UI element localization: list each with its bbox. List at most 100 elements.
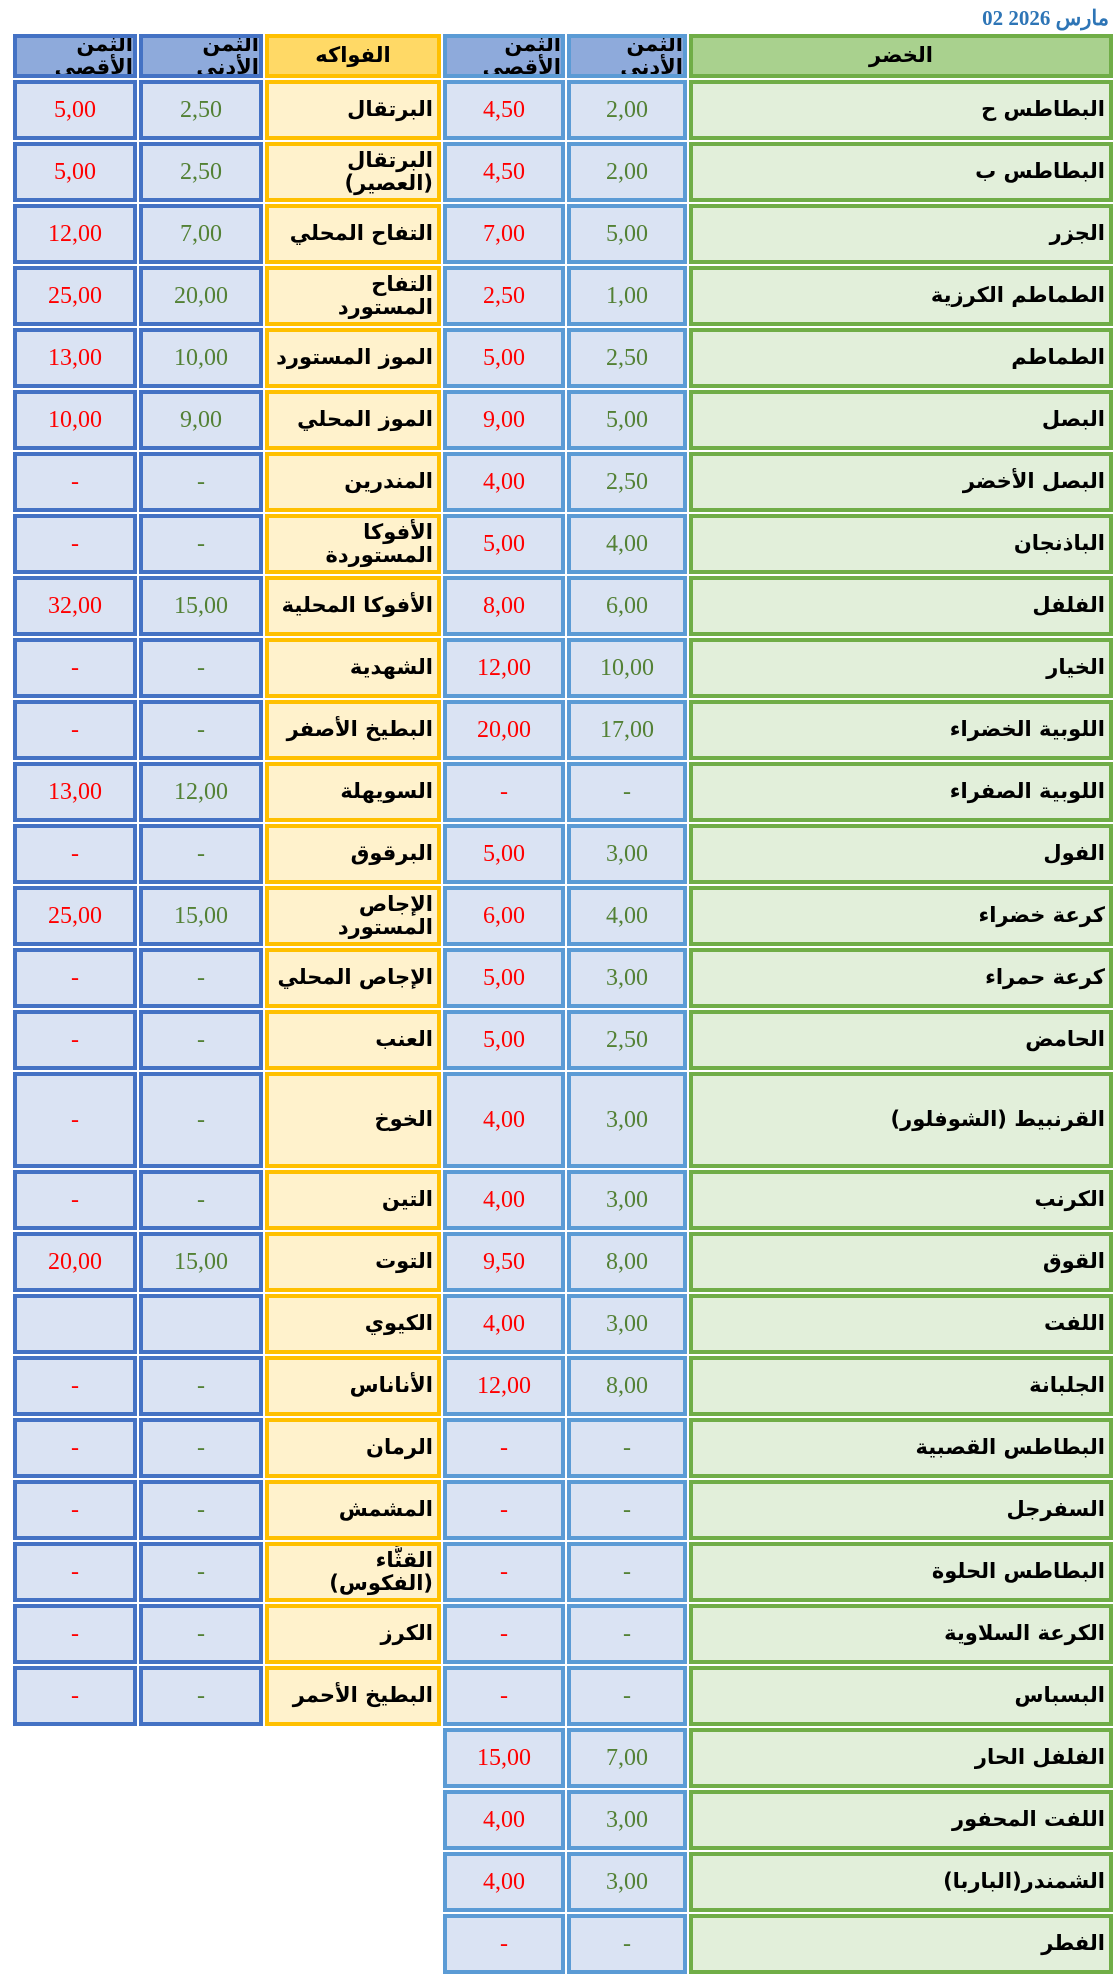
fruit-min-price-cell: -: [139, 824, 263, 884]
empty-cell: [13, 1914, 137, 1974]
veg-name-cell: الجزر: [689, 204, 1113, 264]
veg-min-price-cell: 8,00: [567, 1356, 687, 1416]
fruit-name-cell: الكرز: [265, 1604, 441, 1664]
veg-max-price-cell: 9,00: [443, 390, 565, 450]
veg-min-price-cell: 3,00: [567, 1852, 687, 1912]
fruit-min-price-cell: -: [139, 1010, 263, 1070]
fruit-min-price-cell: -: [139, 514, 263, 574]
veg-max-price-cell: -: [443, 1666, 565, 1726]
veg-name-cell: الباذنجان: [689, 514, 1113, 574]
veg-name-cell: الطماطم: [689, 328, 1113, 388]
empty-cell: [139, 1852, 263, 1912]
veg-name-cell: البصل الأخضر: [689, 452, 1113, 512]
fruit-max-price-cell: 13,00: [13, 328, 137, 388]
fruit-name-cell: الأفوكا المستوردة: [265, 514, 441, 574]
fruit-max-price-cell: 25,00: [13, 886, 137, 946]
produce-price-table: الخضر الثمن الأدنى الثمن الأقصى الفواكه …: [5, 34, 1113, 1974]
veg-name-cell: البسباس: [689, 1666, 1113, 1726]
veg-max-price-cell: 5,00: [443, 514, 565, 574]
fruit-max-price-cell: -: [13, 1604, 137, 1664]
fruit-min-price-cell: -: [139, 1604, 263, 1664]
veg-max-price-cell: 2,50: [443, 266, 565, 326]
veg-max-price-cell: 20,00: [443, 700, 565, 760]
fruit-max-price-cell: [13, 1294, 137, 1354]
empty-cell: [265, 1852, 441, 1912]
veg-max-price-cell: 4,00: [443, 452, 565, 512]
empty-cell: [265, 1728, 441, 1788]
veg-name-cell: اللوبية الخضراء: [689, 700, 1113, 760]
empty-cell: [13, 1852, 137, 1912]
veg-name-cell: السفرجل: [689, 1480, 1113, 1540]
veg-min-price-cell: 17,00: [567, 700, 687, 760]
fruit-max-price-cell: -: [13, 1418, 137, 1478]
veg-max-price-cell: -: [443, 762, 565, 822]
fruit-min-price-cell: -: [139, 1666, 263, 1726]
fruit-min-price-cell: -: [139, 452, 263, 512]
fruits-column-header: الفواكه: [265, 34, 441, 78]
fruit-max-price-cell: 10,00: [13, 390, 137, 450]
veg-max-price-cell: 8,00: [443, 576, 565, 636]
veg-name-cell: الكرعة السلاوية: [689, 1604, 1113, 1664]
fruit-min-price-cell: 2,50: [139, 142, 263, 202]
empty-cell: [139, 1914, 263, 1974]
veg-min-price-cell: 4,00: [567, 514, 687, 574]
fruit-name-cell: البرتقال: [265, 80, 441, 140]
empty-cell: [13, 1790, 137, 1850]
fruit-min-price-cell: [139, 1294, 263, 1354]
fruit-min-price-cell: -: [139, 1356, 263, 1416]
fruit-name-cell: البطيخ الأحمر: [265, 1666, 441, 1726]
empty-cell: [265, 1790, 441, 1850]
fruit-name-cell: الخوخ: [265, 1072, 441, 1168]
fruit-max-price-cell: -: [13, 824, 137, 884]
veg-min-price-cell: 4,00: [567, 886, 687, 946]
fruit-name-cell: البرتقال (العصير): [265, 142, 441, 202]
vegetables-column-header: الخضر: [689, 34, 1113, 78]
fruit-min-price-cell: 12,00: [139, 762, 263, 822]
veg-min-price-cell: -: [567, 1542, 687, 1602]
fruit-min-price-cell: 15,00: [139, 1232, 263, 1292]
empty-cell: [139, 1790, 263, 1850]
fruit-max-price-cell: 5,00: [13, 142, 137, 202]
veg-max-price-cell: 5,00: [443, 328, 565, 388]
empty-cell: [265, 1914, 441, 1974]
veg-min-price-cell: -: [567, 762, 687, 822]
veg-name-cell: البطاطس القصبية: [689, 1418, 1113, 1478]
veg-min-price-cell: 3,00: [567, 824, 687, 884]
fruit-name-cell: السويهلة: [265, 762, 441, 822]
veg-name-cell: كرعة خضراء: [689, 886, 1113, 946]
veg-max-price-cell: 12,00: [443, 638, 565, 698]
fruit-min-price-cell: 7,00: [139, 204, 263, 264]
veg-min-price-cell: 8,00: [567, 1232, 687, 1292]
fruit-max-price-cell: -: [13, 1666, 137, 1726]
empty-cell: [139, 1728, 263, 1788]
veg-min-price-cell: 10,00: [567, 638, 687, 698]
veg-max-price-cell: 4,00: [443, 1072, 565, 1168]
veg-max-price-cell: 5,00: [443, 1010, 565, 1070]
fruit-name-cell: المندرين: [265, 452, 441, 512]
veg-max-price-cell: 12,00: [443, 1356, 565, 1416]
veg-max-price-cell: 4,50: [443, 142, 565, 202]
fruit-max-price-cell: -: [13, 948, 137, 1008]
fruit-max-price-cell: -: [13, 1480, 137, 1540]
fruit-name-cell: الإجاص المستورد: [265, 886, 441, 946]
fruit-name-cell: المشمش: [265, 1480, 441, 1540]
veg-name-cell: اللفت: [689, 1294, 1113, 1354]
fruit-name-cell: الإجاص المحلي: [265, 948, 441, 1008]
fruit-max-price-cell: -: [13, 514, 137, 574]
fruit-max-price-header: الثمن الأقصى: [13, 34, 137, 78]
fruit-max-price-cell: 13,00: [13, 762, 137, 822]
veg-min-price-cell: 3,00: [567, 1294, 687, 1354]
veg-max-price-cell: -: [443, 1480, 565, 1540]
veg-max-price-cell: -: [443, 1604, 565, 1664]
fruit-min-price-cell: -: [139, 638, 263, 698]
fruit-name-cell: الأناناس: [265, 1356, 441, 1416]
fruit-name-cell: القثَّاء (الفكوس): [265, 1542, 441, 1602]
fruit-min-price-cell: -: [139, 1480, 263, 1540]
veg-name-cell: الكرنب: [689, 1170, 1113, 1230]
veg-name-cell: كرعة حمراء: [689, 948, 1113, 1008]
veg-min-price-cell: 2,00: [567, 142, 687, 202]
fruit-min-price-cell: -: [139, 1418, 263, 1478]
fruit-name-cell: البطيخ الأصفر: [265, 700, 441, 760]
fruit-min-price-cell: -: [139, 1170, 263, 1230]
